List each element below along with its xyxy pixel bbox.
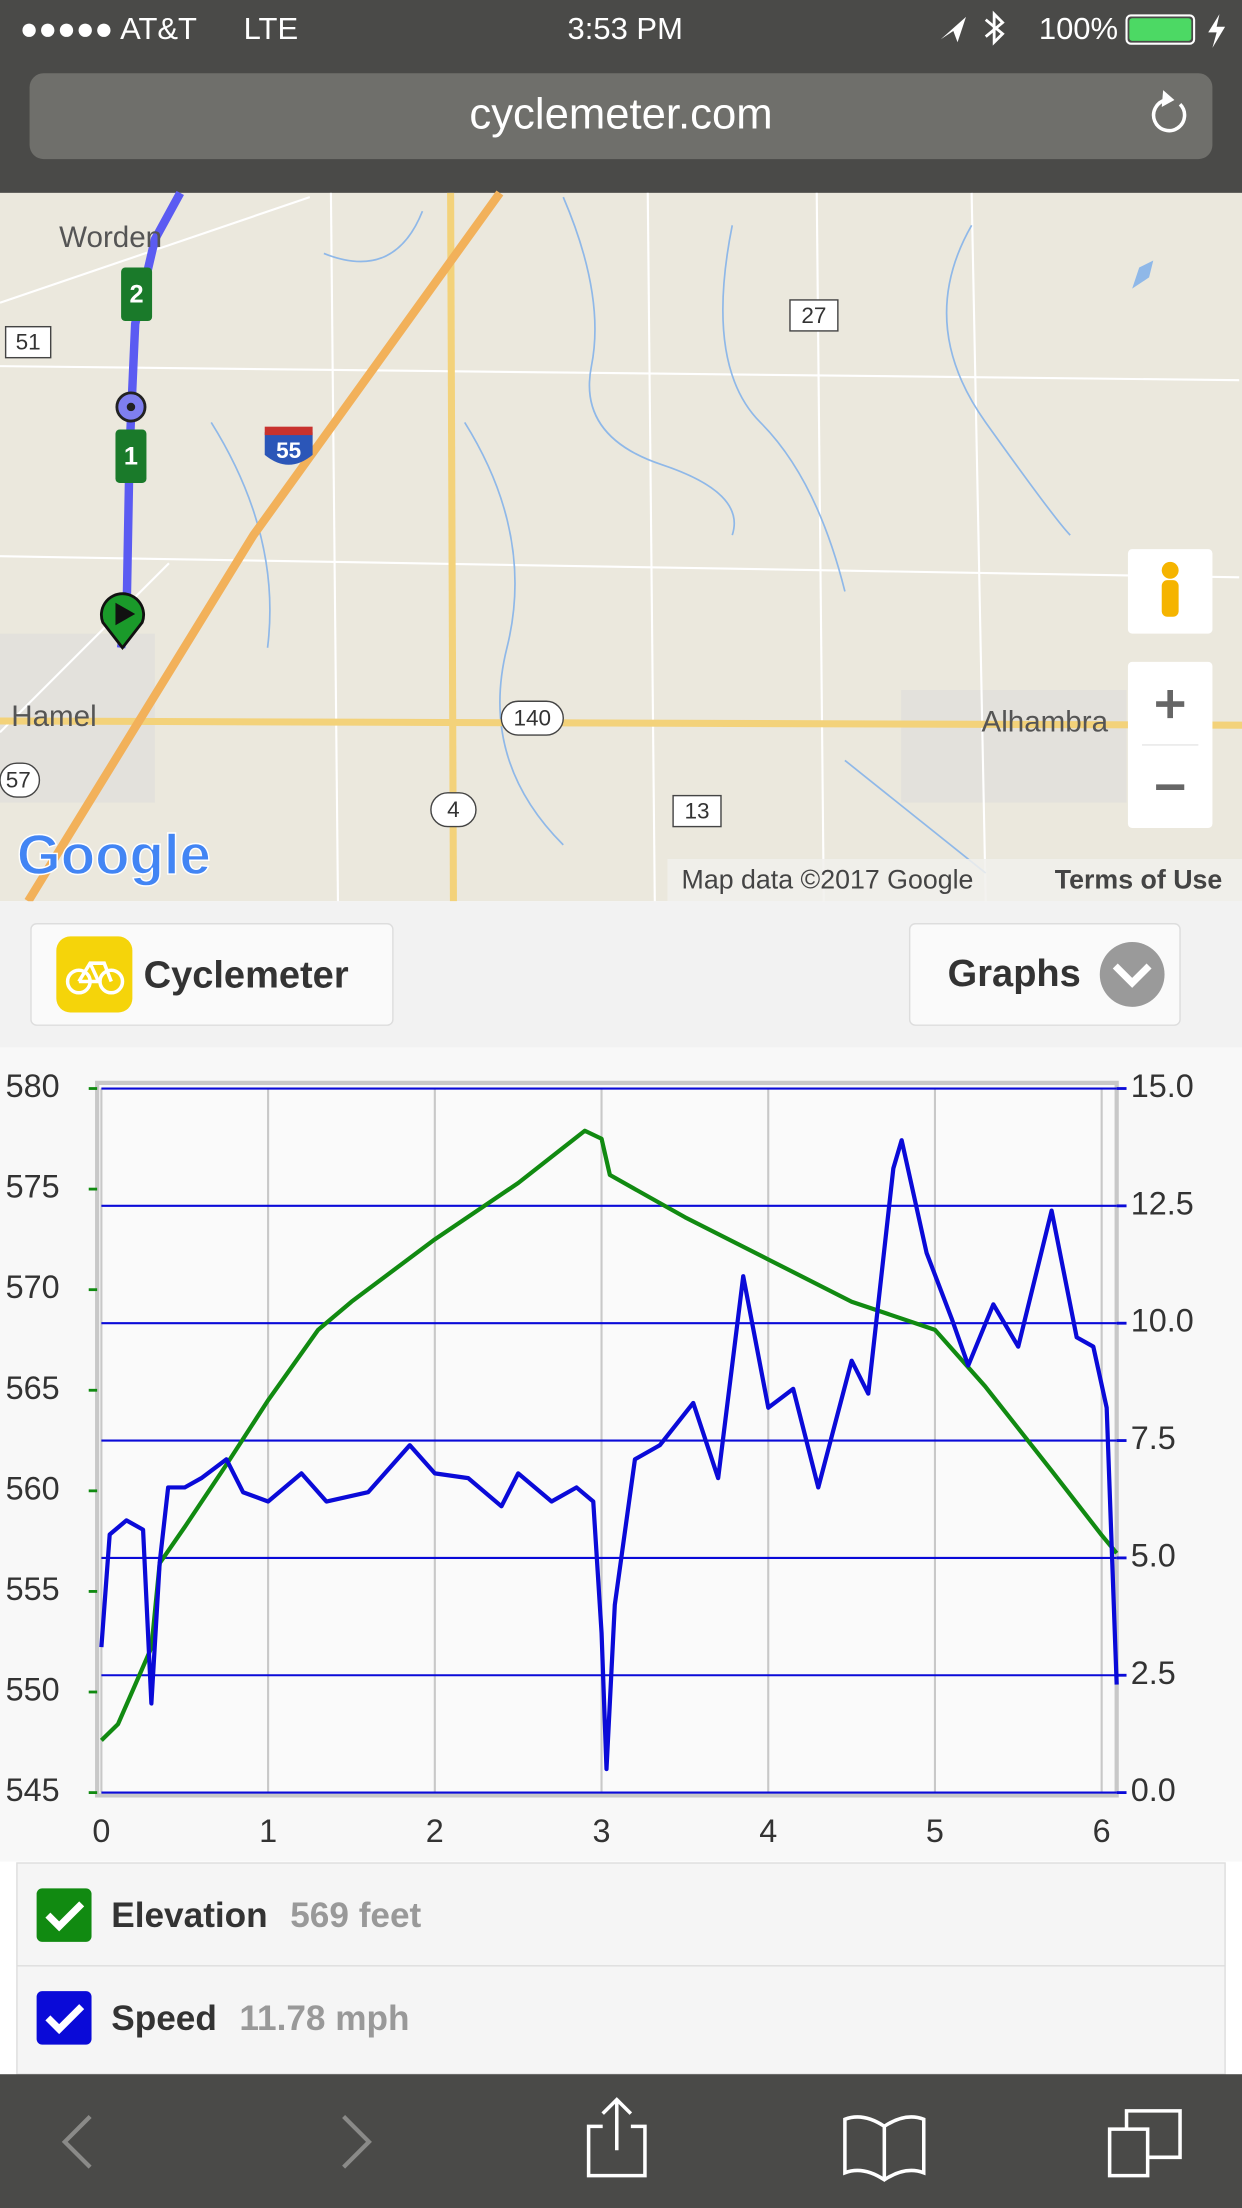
y2-tick-label: 15.0 [1131, 1068, 1194, 1104]
x-tick-label: 2 [426, 1813, 444, 1849]
clock: 3:53 PM [568, 11, 683, 46]
y2-tick-label: 7.5 [1131, 1420, 1176, 1456]
zoom-in[interactable] [1156, 690, 1185, 719]
url-bar[interactable] [29, 73, 1213, 160]
bike-icon [65, 961, 125, 995]
action-buttons [586, 2097, 1182, 2182]
position-dot [126, 402, 136, 412]
carrier: ●●●●● AT&T [20, 11, 197, 46]
legend-checkbox[interactable] [36, 1888, 92, 1942]
charging-icon [1208, 14, 1226, 48]
legend-value: 569 feet [290, 1896, 421, 1935]
mile-label: 2 [130, 280, 144, 308]
shield: 55 [276, 438, 301, 463]
battery-outline [1125, 14, 1196, 45]
nav-buttons [61, 2114, 372, 2169]
tabs-button[interactable] [1107, 2109, 1182, 2178]
reload-arrow [1161, 90, 1175, 108]
share-button[interactable] [586, 2097, 647, 2178]
y2-tick-label: 2.5 [1131, 1655, 1176, 1691]
shield: 51 [16, 330, 41, 355]
battery-level [1129, 18, 1192, 41]
legend-label: Speed [111, 1999, 217, 2038]
y2-tick-label: 10.0 [1131, 1303, 1194, 1339]
y-tick-label: 580 [6, 1068, 60, 1104]
interstate [24, 190, 504, 904]
series-line [99, 1128, 1119, 1742]
town-area [901, 690, 1127, 803]
y2-tick-label: 12.5 [1131, 1185, 1194, 1221]
streams [210, 196, 1071, 874]
x-tick-label: 1 [259, 1813, 277, 1849]
legend-value: 11.78 mph [239, 1999, 409, 2038]
lake [1132, 260, 1154, 289]
shield: 57 [6, 767, 31, 792]
chevron [1112, 963, 1152, 988]
reload-icon[interactable] [1151, 98, 1187, 133]
y2-tick-label: 0.0 [1131, 1772, 1176, 1808]
url: cyclemeter.com [469, 89, 772, 138]
y-tick-label: 555 [6, 1571, 60, 1607]
series-line [99, 1138, 1119, 1772]
place-label: Worden [59, 221, 162, 254]
y-tick-label: 570 [6, 1269, 60, 1305]
start-icon [115, 602, 136, 626]
x-tick-label: 0 [92, 1813, 110, 1849]
plot-frame [95, 1080, 1119, 1798]
x-tick-label: 4 [759, 1813, 777, 1849]
network: LTE [244, 11, 298, 46]
place-labels: Worden Hamel Alhambra [11, 221, 1108, 738]
attribution: Map data ©2017 Google [682, 865, 974, 895]
roads [0, 192, 1240, 902]
battery-percent: 100% [1039, 11, 1118, 46]
highway [447, 192, 457, 902]
app-name: Cyclemeter [144, 954, 349, 996]
back-button[interactable] [61, 2114, 92, 2169]
bookmarks-button[interactable] [843, 2115, 926, 2182]
legend-items: Elevation 569 feet Speed 11.78 mph [36, 1888, 422, 2045]
y-tick-label: 550 [6, 1672, 60, 1708]
legend-label: Elevation [111, 1896, 267, 1935]
pegman-body [1161, 580, 1179, 617]
shield: 27 [801, 303, 826, 328]
mile-marker[interactable] [121, 267, 153, 322]
bottom-toolbar [0, 2074, 1242, 2208]
attribution-bg [667, 858, 1242, 902]
checkmark [45, 2004, 85, 2035]
y-tick-label: 565 [6, 1370, 60, 1406]
dropdown-icon [1099, 942, 1165, 1007]
terms-link[interactable]: Terms of Use [1055, 865, 1223, 895]
shield: 140 [513, 706, 551, 731]
mile-marker[interactable] [115, 429, 147, 483]
legend-checkbox[interactable] [36, 1991, 92, 2045]
place-label: Alhambra [981, 706, 1108, 739]
map[interactable]: 2 1 Worden Hamel Alhambra 51 27 55 140 5… [0, 190, 1242, 904]
x-tick-label: 5 [926, 1813, 944, 1849]
graphs-label: Graphs [948, 953, 1081, 995]
y-tick-label: 575 [6, 1169, 60, 1205]
route-shields: 51 27 55 140 57 4 13 [0, 299, 839, 828]
mile-label: 1 [124, 442, 138, 470]
x-tick-label: 6 [1093, 1813, 1111, 1849]
y-tick-label: 560 [6, 1470, 60, 1506]
place-label: Hamel [11, 700, 96, 733]
bluetooth-icon [984, 10, 1005, 46]
shield: 4 [447, 797, 460, 822]
google-logo: Google [17, 823, 211, 886]
chart: 0 1 2 3 4 5 6 545 550 555 560 565 570 575 580 0.0 2.5 5.0… [6, 1068, 1194, 1849]
y-tick-label: 545 [6, 1772, 60, 1808]
checkmark [45, 1901, 85, 1932]
pegman [1161, 561, 1179, 579]
y2-tick-label: 5.0 [1131, 1537, 1176, 1573]
forward-button[interactable] [342, 2114, 372, 2169]
legend [16, 1862, 1226, 2075]
shield: 13 [685, 798, 710, 823]
highway [0, 717, 1242, 729]
x-tick-label: 3 [593, 1813, 611, 1849]
